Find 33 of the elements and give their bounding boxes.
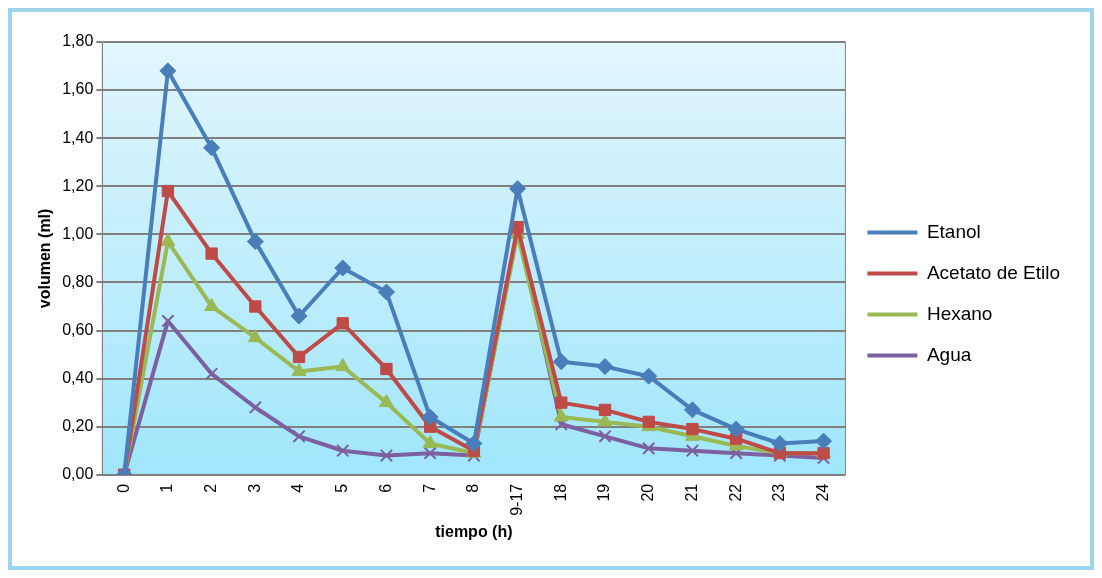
x-tick-label: 2	[202, 483, 220, 493]
x-axis-title: tiempo (h)	[435, 522, 513, 540]
x-tick-label: 23	[770, 483, 788, 502]
x-tick-label: 4	[289, 483, 307, 493]
y-tick-label: 1,80	[62, 32, 94, 50]
x-tick-label: 20	[639, 483, 657, 502]
y-tick-label: 0,60	[62, 320, 94, 338]
x-tick-label: 24	[813, 483, 831, 502]
x-tick-label: 1	[158, 483, 176, 493]
y-tick-label: 0,00	[62, 465, 94, 483]
x-tick-label: 5	[333, 483, 351, 493]
x-tick-label: 7	[420, 483, 438, 493]
y-tick-label: 1,00	[62, 224, 94, 242]
x-tick-label: 8	[464, 483, 482, 493]
x-tick-label: 9-17	[508, 483, 525, 516]
y-tick-label: 0,20	[62, 417, 94, 435]
y-tick-label: 0,80	[62, 272, 94, 290]
legend-label: Etanol	[926, 220, 981, 242]
x-tick-label: 18	[551, 483, 569, 502]
x-tick-label: 0	[114, 483, 132, 493]
legend-label: Agua	[926, 343, 972, 365]
y-tick-label: 1,60	[62, 80, 94, 98]
legend-label: Acetato de Etilo	[926, 261, 1061, 283]
y-tick-label: 0,40	[62, 369, 94, 387]
y-axis-title: volumen (ml)	[36, 208, 54, 309]
y-tick-label: 1,20	[62, 176, 94, 194]
y-tick-label: 1,40	[62, 128, 94, 146]
x-tick-label: 19	[595, 483, 613, 502]
x-tick-label: 3	[245, 483, 263, 493]
x-tick-label: 22	[726, 483, 744, 502]
legend-label: Hexano	[926, 302, 993, 324]
x-tick-label: 6	[376, 483, 394, 493]
x-tick-label: 21	[682, 483, 700, 502]
